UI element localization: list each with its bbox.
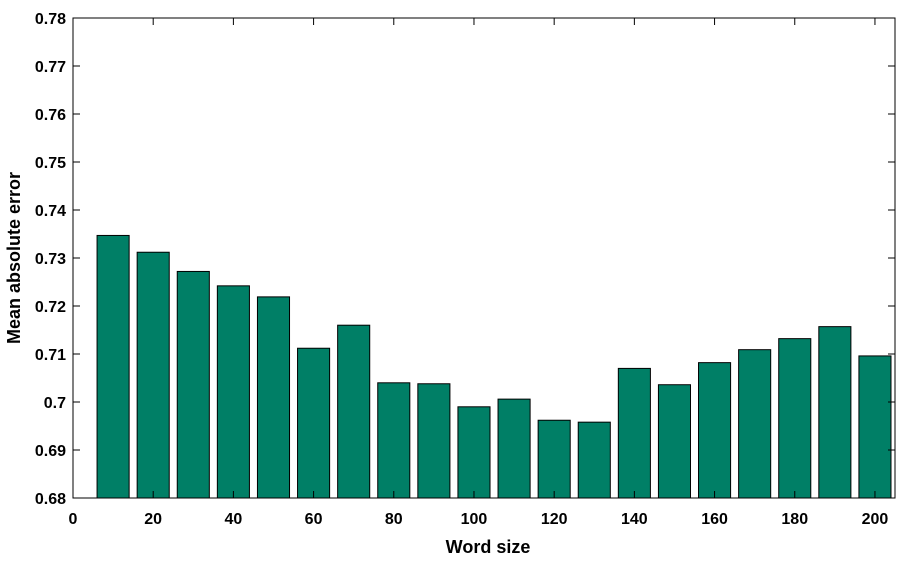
x-tick-label: 120 bbox=[541, 511, 568, 528]
y-tick-label: 0.74 bbox=[35, 203, 66, 220]
y-tick-label: 0.7 bbox=[44, 395, 66, 412]
y-tick-label: 0.68 bbox=[35, 491, 66, 508]
bar-130 bbox=[577, 421, 611, 499]
x-tick-label: 180 bbox=[781, 511, 808, 528]
bar-80 bbox=[377, 382, 411, 499]
y-tick-label: 0.72 bbox=[35, 299, 66, 316]
bar-70 bbox=[337, 324, 371, 499]
x-tick-label: 80 bbox=[385, 511, 403, 528]
y-axis-label: Mean absolute error bbox=[4, 172, 24, 344]
bar-150 bbox=[657, 384, 692, 499]
bar-90 bbox=[417, 383, 451, 499]
bar-60 bbox=[297, 347, 331, 499]
y-tick-label: 0.69 bbox=[35, 443, 66, 460]
x-tick-label: 140 bbox=[621, 511, 648, 528]
x-tick-label: 100 bbox=[461, 511, 488, 528]
x-tick-label: 0 bbox=[69, 511, 78, 528]
y-tick-label: 0.71 bbox=[35, 347, 66, 364]
bar-160 bbox=[698, 362, 732, 499]
bar-50 bbox=[256, 296, 291, 499]
x-tick-label: 60 bbox=[305, 511, 323, 528]
x-axis-label: Word size bbox=[446, 537, 531, 557]
bar-120 bbox=[537, 419, 571, 499]
bar-110 bbox=[497, 398, 531, 499]
y-tick-label: 0.78 bbox=[35, 11, 66, 28]
x-tick-label: 20 bbox=[144, 511, 162, 528]
bar-200 bbox=[858, 355, 892, 499]
x-tick-label: 40 bbox=[224, 511, 242, 528]
y-tick-label: 0.76 bbox=[35, 107, 66, 124]
y-tick-label: 0.73 bbox=[35, 251, 66, 268]
x-tick-label: 200 bbox=[862, 511, 889, 528]
y-axis-ticks: 0.68 0.69 0.7 0.71 0.72 0.73 0.74 0.75 0.76 0.77 0… bbox=[35, 11, 895, 508]
bar-30 bbox=[176, 270, 210, 499]
y-tick-label: 0.75 bbox=[35, 155, 66, 172]
bar-100 bbox=[457, 406, 491, 499]
bars-group bbox=[96, 234, 892, 499]
bar-40 bbox=[216, 285, 250, 499]
bar-140 bbox=[617, 367, 651, 499]
bar-170 bbox=[738, 349, 772, 499]
plot-frame bbox=[72, 17, 896, 499]
x-axis-ticks: 0 20 40 60 80 100 120 140 160 180 200 bbox=[69, 18, 889, 528]
bar-180 bbox=[778, 338, 812, 499]
y-tick-label: 0.77 bbox=[35, 59, 66, 76]
bar-10 bbox=[96, 234, 130, 499]
bar-190 bbox=[818, 326, 852, 499]
x-tick-label: 160 bbox=[701, 511, 728, 528]
bar-20 bbox=[136, 251, 170, 499]
